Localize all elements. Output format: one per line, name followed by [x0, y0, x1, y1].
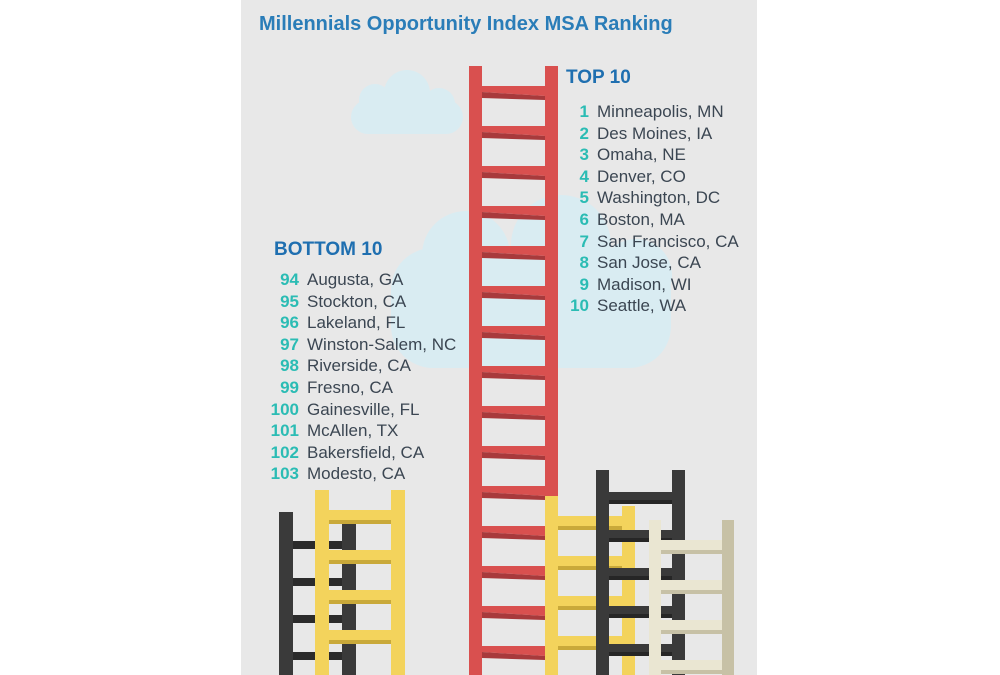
ladder-rung-shadow	[482, 452, 545, 460]
city-name: San Jose, CA	[597, 253, 701, 273]
ladder-rung-shadow	[482, 412, 545, 420]
rank-number: 97	[280, 334, 299, 354]
ladder-rung	[482, 486, 545, 496]
rank-number: 100	[270, 399, 299, 419]
rank-number: 6	[579, 209, 589, 229]
ladder-rung	[482, 246, 545, 256]
city-name: Stockton, CA	[307, 291, 407, 311]
city-name: Augusta, GA	[307, 270, 404, 289]
ladder-rung	[482, 86, 545, 96]
city-name: Modesto, CA	[307, 464, 406, 484]
rank-number: 8	[579, 253, 589, 273]
city-name: Fresno, CA	[307, 377, 393, 397]
ladder-rung-shadow	[482, 532, 545, 540]
rank-number: 1	[579, 102, 589, 121]
rank-number: 102	[270, 442, 299, 462]
cloud-large	[391, 195, 672, 368]
city-name: Denver, CO	[597, 166, 686, 186]
ladder-rung-shadow	[482, 572, 545, 580]
ladder-rung	[482, 526, 545, 536]
ladder-rung-shadow	[482, 652, 545, 660]
ladder-rung	[482, 326, 545, 336]
rank-number: 94	[280, 270, 299, 289]
ladder-rung	[482, 366, 545, 376]
ladder-rung	[482, 606, 545, 616]
infographic-panel: Millennials Opportunity Index MSA Rankin…	[241, 0, 757, 675]
cream-ladder	[649, 520, 734, 675]
city-name: Riverside, CA	[307, 356, 411, 376]
yellow-ladder-right	[558, 506, 635, 675]
rank-number: 4	[579, 166, 589, 186]
rank-number: 96	[280, 313, 299, 333]
city-name: Boston, MA	[597, 209, 685, 229]
rank-number: 99	[280, 377, 299, 397]
black-ladder-right	[596, 470, 685, 675]
city-name: Gainesville, FL	[307, 399, 420, 419]
ladder-rung-shadow	[482, 292, 545, 300]
ladder-rung	[482, 406, 545, 416]
ladder-rung-shadow	[482, 212, 545, 220]
ladder-rung	[482, 446, 545, 456]
rank-number: 10	[570, 296, 589, 316]
city-name: McAllen, TX	[307, 421, 399, 441]
ladder-rung-shadow	[482, 92, 545, 100]
ladder-rung-shadow	[482, 332, 545, 340]
ladder-rung-shadow	[482, 132, 545, 140]
ladder-rung	[482, 126, 545, 136]
city-name: Minneapolis, MN	[597, 102, 724, 121]
bottom-10-heading: BOTTOM 10	[274, 239, 383, 260]
city-name: Madison, WI	[597, 274, 692, 294]
city-name: Winston-Salem, NC	[307, 334, 457, 354]
ladder-illustration	[279, 66, 734, 675]
rank-number: 101	[270, 421, 299, 441]
rank-number: 98	[280, 356, 299, 376]
city-name: Bakersfield, CA	[307, 442, 425, 462]
ladder-rung	[482, 566, 545, 576]
ladder-rung	[482, 166, 545, 176]
red-ladder-tall	[469, 66, 558, 675]
ladder-rung-shadow	[482, 172, 545, 180]
rank-number: 2	[579, 123, 589, 143]
city-name: Omaha, NE	[597, 145, 686, 165]
ladder-rung	[482, 286, 545, 296]
rank-number: 103	[270, 464, 299, 484]
ladder-rung-shadow	[482, 252, 545, 260]
ladder-rung-shadow	[482, 372, 545, 380]
city-name: Des Moines, IA	[597, 123, 713, 143]
ladder-rung-shadow	[482, 612, 545, 620]
rank-number: 7	[579, 231, 589, 251]
ladder-rung-shadow	[482, 492, 545, 500]
ladder-rung	[482, 206, 545, 216]
city-name: San Francisco, CA	[597, 231, 739, 251]
rank-number: 9	[579, 274, 589, 294]
rank-number: 5	[579, 188, 589, 208]
ladder-rung	[482, 646, 545, 656]
city-name: Lakeland, FL	[307, 313, 406, 333]
page-title: Millennials Opportunity Index MSA Rankin…	[259, 13, 673, 35]
top-10-heading: TOP 10	[566, 67, 631, 88]
rank-number: 3	[579, 145, 589, 165]
yellow-ladder-left	[315, 490, 405, 675]
cloud-small	[351, 70, 463, 134]
rank-number: 95	[280, 291, 299, 311]
city-name: Seattle, WA	[597, 296, 687, 316]
city-name: Washington, DC	[597, 188, 721, 208]
